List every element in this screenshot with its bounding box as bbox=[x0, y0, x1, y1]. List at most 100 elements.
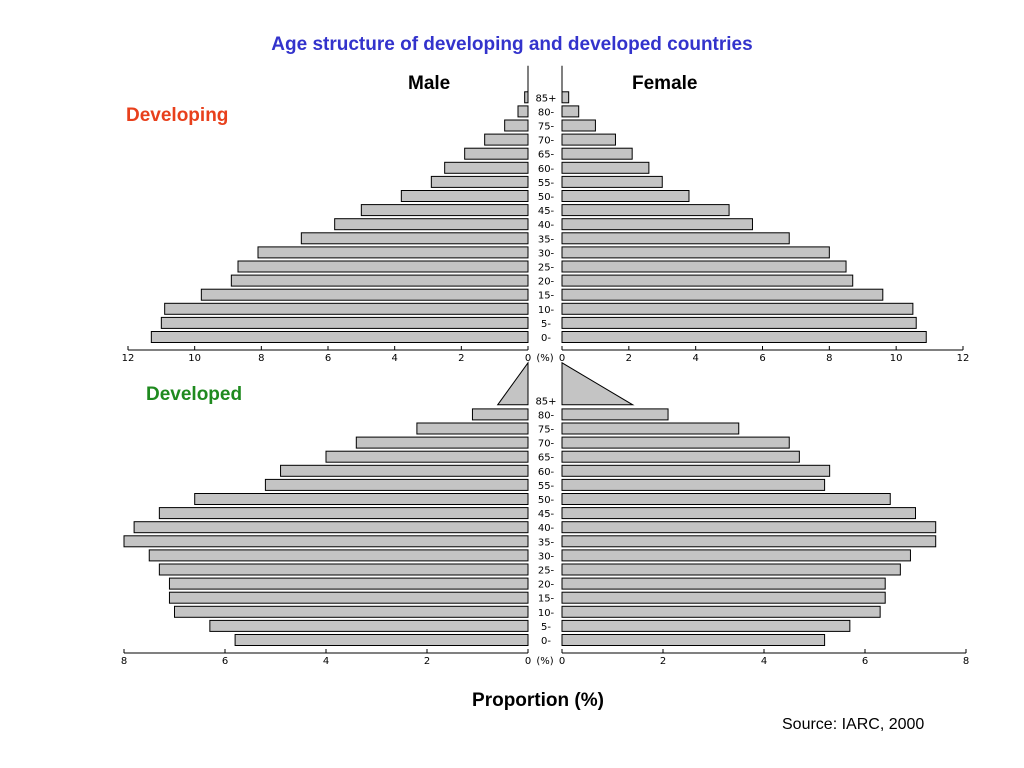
developing-female-tick-label: 2 bbox=[626, 353, 632, 364]
developed-male-bar-45- bbox=[158, 507, 529, 520]
developing-female-tick-label: 12 bbox=[957, 353, 970, 364]
developed-male-bar-5- bbox=[209, 619, 529, 632]
developing-age-label: 20- bbox=[538, 277, 555, 288]
developed-age-label: 75- bbox=[538, 425, 555, 436]
developing-female-bar-25- bbox=[561, 260, 847, 273]
developing-age-label: 80- bbox=[538, 107, 555, 118]
female-label: Female bbox=[632, 73, 698, 94]
developing-female-bar-20- bbox=[561, 274, 854, 287]
x-axis-label: Proportion (%) bbox=[472, 690, 604, 711]
male-label: Male bbox=[408, 73, 451, 94]
developing-male-bar-55- bbox=[430, 175, 529, 188]
developing-male-bar-30- bbox=[257, 246, 529, 259]
developed-male-bar-20- bbox=[168, 577, 529, 590]
developed-male-bar-40- bbox=[133, 521, 529, 534]
developing-female-tick-label: 4 bbox=[692, 353, 698, 364]
developing-female-bar-0- bbox=[561, 331, 927, 343]
developed-male-bar-15- bbox=[168, 591, 529, 604]
developed-male-tick-label: 6 bbox=[222, 656, 228, 667]
developing-age-label: 85+ bbox=[535, 93, 556, 104]
developing-male-bar-20- bbox=[230, 274, 529, 287]
developed-female-tick-label: 4 bbox=[761, 656, 767, 667]
developing-female-bar-70- bbox=[561, 133, 616, 146]
developing-male-bar-65- bbox=[464, 147, 529, 160]
developing-age-label: 40- bbox=[538, 220, 555, 231]
developed-male-tick-label: 2 bbox=[424, 656, 430, 667]
developing-male-bar-10- bbox=[164, 302, 529, 315]
developing-female-bar-35- bbox=[561, 232, 790, 245]
developing-female-bar-50- bbox=[561, 190, 690, 202]
source-note: Source: IARC, 2000 bbox=[782, 716, 925, 733]
developed-female-bar-70- bbox=[561, 436, 790, 449]
developing-female-bar-45- bbox=[561, 204, 730, 217]
developing-female-bar-60- bbox=[561, 161, 650, 174]
developed-age-label: 15- bbox=[538, 594, 555, 605]
developing-female-tick-label: 6 bbox=[759, 353, 765, 364]
developing-female-bar-85+ bbox=[561, 91, 570, 104]
developing-female-bar-10- bbox=[561, 302, 914, 315]
developed-female-bar-50- bbox=[561, 493, 891, 505]
developing-female-bar-5- bbox=[561, 316, 917, 329]
developed-male-bar-0- bbox=[234, 634, 529, 646]
developed-female-bar-80- bbox=[561, 408, 669, 421]
developing-male-bar-0- bbox=[150, 331, 529, 343]
developing-male-tick-label: 4 bbox=[391, 353, 397, 364]
developed-male-bar-80- bbox=[471, 408, 529, 421]
developing-age-label: 65- bbox=[538, 150, 555, 161]
developed-female-bar-30- bbox=[561, 549, 911, 562]
developed-age-label: 10- bbox=[538, 608, 555, 619]
developing-female-tick-label: 0 bbox=[559, 353, 565, 364]
developed-female-tick-label: 8 bbox=[963, 656, 969, 667]
developed-age-label: 5- bbox=[541, 622, 551, 633]
developed-age-label: 65- bbox=[538, 453, 555, 464]
developed-male-bar-65- bbox=[325, 450, 529, 463]
developed-female-bar-85+ bbox=[561, 361, 635, 406]
developed-female-bar-5- bbox=[561, 619, 851, 632]
developed-age-label: 80- bbox=[538, 410, 555, 421]
developed-female-bar-20- bbox=[561, 577, 886, 590]
developed-age-label: 70- bbox=[538, 439, 555, 450]
developed-age-label: 40- bbox=[538, 523, 555, 534]
developing-age-label: 15- bbox=[538, 291, 555, 302]
developing-age-label: 55- bbox=[538, 178, 555, 189]
developing-male-tick-label: 6 bbox=[325, 353, 331, 364]
developing-male-tick-label: 2 bbox=[458, 353, 464, 364]
developed-male-tick-label: 0 bbox=[525, 656, 531, 667]
developed-female-bar-0- bbox=[561, 634, 826, 646]
developing-female-bar-30- bbox=[561, 246, 830, 259]
developing-age-label: 35- bbox=[538, 234, 555, 245]
developing-female-bar-40- bbox=[561, 218, 753, 231]
developed-female-bar-40- bbox=[561, 521, 937, 534]
developing-male-bar-70- bbox=[484, 133, 529, 146]
developed-age-label: 30- bbox=[538, 551, 555, 562]
developing-male-tick-label: 0 bbox=[525, 353, 531, 364]
developing-female-bar-75- bbox=[561, 119, 596, 132]
developed-panel-label: Developed bbox=[146, 384, 243, 405]
developed-male-bar-60- bbox=[280, 464, 529, 477]
developing-male-bar-40- bbox=[334, 218, 529, 231]
developing-age-label: 50- bbox=[538, 192, 555, 203]
developing-male-bar-45- bbox=[360, 204, 529, 217]
developing-male-bar-80- bbox=[517, 105, 529, 118]
developed-age-label: 85+ bbox=[535, 396, 556, 407]
developed-female-bar-60- bbox=[561, 464, 831, 477]
developed-female-tick-label: 0 bbox=[559, 656, 565, 667]
developed-female-bar-15- bbox=[561, 591, 886, 604]
developing-female-bar-80- bbox=[561, 105, 580, 118]
developed-female-bar-25- bbox=[561, 563, 901, 576]
developed-male-bar-50- bbox=[194, 493, 529, 505]
developing-male-tick-label: 8 bbox=[258, 353, 264, 364]
developed-female-bar-65- bbox=[561, 450, 800, 463]
developing-female-tick-label: 10 bbox=[890, 353, 903, 364]
developing-male-tick-label: 10 bbox=[188, 353, 201, 364]
developed-male-bar-75- bbox=[416, 422, 529, 435]
developing-unit-label: (%) bbox=[536, 353, 553, 364]
developed-female-tick-label: 2 bbox=[660, 656, 666, 667]
developed-female-bar-75- bbox=[561, 422, 740, 435]
developing-female-bar-65- bbox=[561, 147, 633, 160]
developing-male-tick-label: 12 bbox=[122, 353, 135, 364]
developing-age-label: 75- bbox=[538, 122, 555, 133]
developed-age-label: 35- bbox=[538, 537, 555, 548]
developed-age-label: 20- bbox=[538, 580, 555, 591]
